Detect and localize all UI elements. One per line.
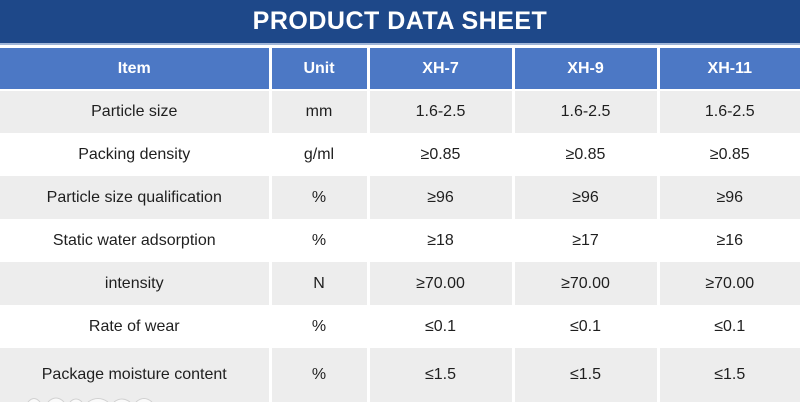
value-cell-xh7: ≥18 bbox=[366, 219, 513, 262]
value-cell-xh11: ≤0.1 bbox=[656, 305, 800, 348]
unit-cell: mm bbox=[268, 90, 368, 133]
unit-cell: g/ml bbox=[268, 133, 368, 176]
unit-cell: % bbox=[268, 348, 368, 402]
header-unit: Unit bbox=[268, 48, 368, 91]
unit-cell: % bbox=[268, 176, 368, 219]
value-cell-xh7: ≤1.5 bbox=[366, 348, 513, 402]
table-row: Packing density g/ml ≥0.85 ≥0.85 ≥0.85 bbox=[0, 133, 800, 176]
item-cell: Static water adsorption bbox=[0, 219, 270, 262]
spec-table: Item Unit XH-7 XH-9 XH-11 Particle size … bbox=[0, 48, 800, 402]
item-cell: Packing density bbox=[0, 133, 270, 176]
value-cell-xh7: ≥96 bbox=[366, 176, 513, 219]
table-row: Particle size mm 1.6-2.5 1.6-2.5 1.6-2.5 bbox=[0, 90, 800, 133]
header-xh9: XH-9 bbox=[511, 48, 658, 91]
value-cell-xh9: 1.6-2.5 bbox=[511, 90, 658, 133]
unit-cell: N bbox=[268, 262, 368, 305]
item-cell: intensity bbox=[0, 262, 270, 305]
item-cell: Rate of wear bbox=[0, 305, 270, 348]
header-xh11: XH-11 bbox=[656, 48, 800, 91]
value-cell-xh9: ≥70.00 bbox=[511, 262, 658, 305]
value-cell-xh9: ≤0.1 bbox=[511, 305, 658, 348]
value-cell-xh9: ≤1.5 bbox=[511, 348, 658, 402]
value-cell-xh11: ≥0.85 bbox=[656, 133, 800, 176]
table-row: Particle size qualification % ≥96 ≥96 ≥9… bbox=[0, 176, 800, 219]
value-cell-xh11: ≤1.5 bbox=[656, 348, 800, 402]
value-cell-xh9: ≥17 bbox=[511, 219, 658, 262]
value-cell-xh11: ≥16 bbox=[656, 219, 800, 262]
value-cell-xh9: ≥0.85 bbox=[511, 133, 658, 176]
value-cell-xh9: ≥96 bbox=[511, 176, 658, 219]
table-row: Package moisture content % ≤1.5 ≤1.5 ≤1.… bbox=[0, 348, 800, 402]
item-cell: Particle size qualification bbox=[0, 176, 270, 219]
value-cell-xh7: ≥70.00 bbox=[366, 262, 513, 305]
item-cell: Particle size bbox=[0, 90, 270, 133]
table-row: Static water adsorption % ≥18 ≥17 ≥16 bbox=[0, 219, 800, 262]
unit-cell: % bbox=[268, 305, 368, 348]
page-title: PRODUCT DATA SHEET bbox=[252, 7, 548, 35]
table-body: Particle size mm 1.6-2.5 1.6-2.5 1.6-2.5… bbox=[0, 90, 800, 402]
unit-cell: % bbox=[268, 219, 368, 262]
value-cell-xh7: 1.6-2.5 bbox=[366, 90, 513, 133]
table-row: intensity N ≥70.00 ≥70.00 ≥70.00 bbox=[0, 262, 800, 305]
value-cell-xh11: ≥96 bbox=[656, 176, 800, 219]
header-xh7: XH-7 bbox=[366, 48, 513, 91]
header-item: Item bbox=[0, 48, 270, 91]
white-gap bbox=[0, 45, 800, 48]
accent-divider bbox=[0, 43, 800, 45]
title-bar: PRODUCT DATA SHEET bbox=[0, 0, 800, 43]
table-header-row: Item Unit XH-7 XH-9 XH-11 bbox=[0, 48, 800, 91]
value-cell-xh11: 1.6-2.5 bbox=[656, 90, 800, 133]
table-row: Rate of wear % ≤0.1 ≤0.1 ≤0.1 bbox=[0, 305, 800, 348]
value-cell-xh11: ≥70.00 bbox=[656, 262, 800, 305]
value-cell-xh7: ≤0.1 bbox=[366, 305, 513, 348]
item-cell: Package moisture content bbox=[0, 348, 270, 402]
value-cell-xh7: ≥0.85 bbox=[366, 133, 513, 176]
